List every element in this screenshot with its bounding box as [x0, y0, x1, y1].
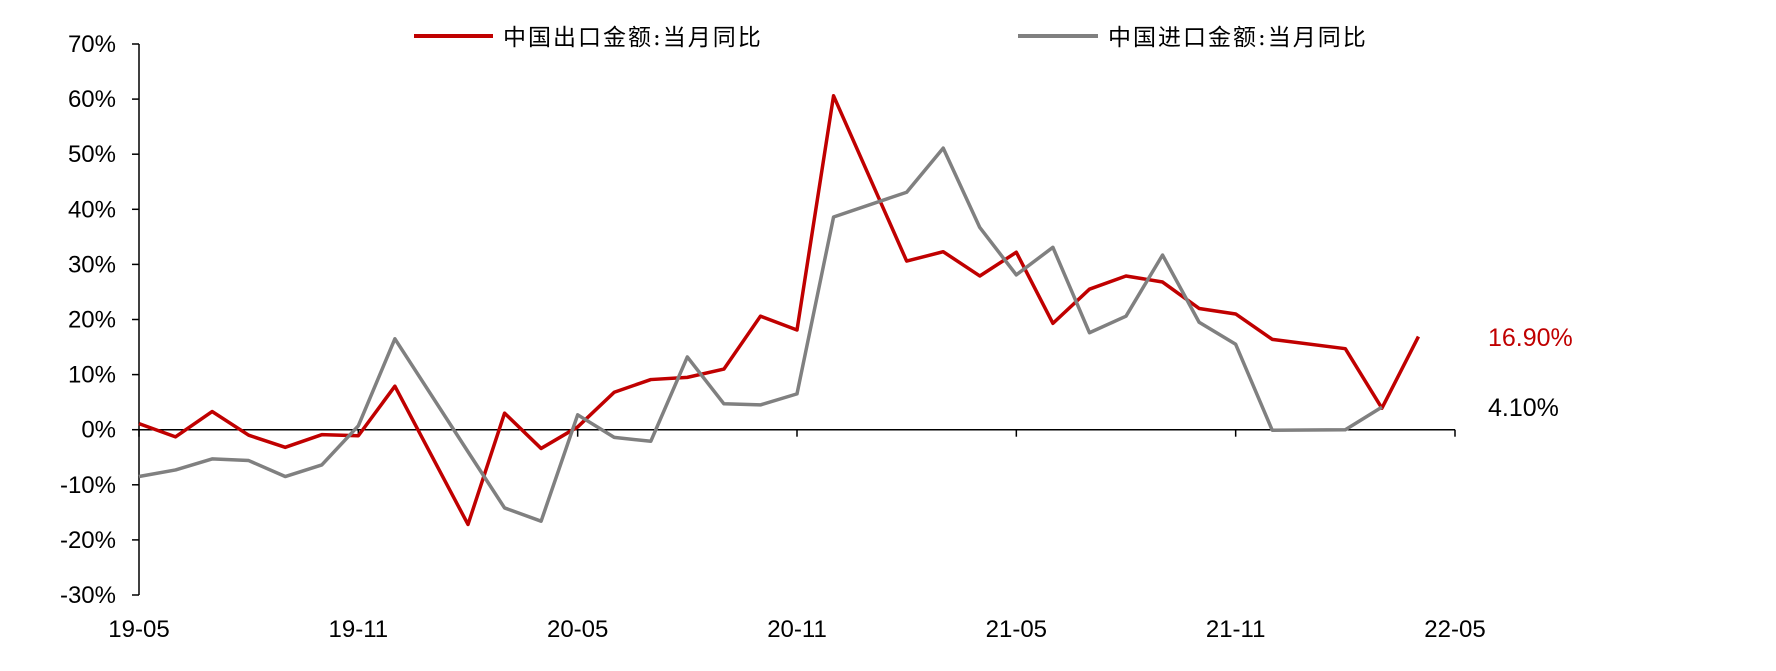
x-axis: 19-05 19-11 20-05 20-11 21-05 21-11 22-05 [108, 428, 1486, 643]
y-tick-label: 20% [68, 307, 116, 334]
x-tick-label: 20-11 [767, 616, 827, 643]
y-tick-label: 30% [68, 251, 116, 278]
series-line-export [138, 94, 1420, 527]
series-layer [138, 94, 1420, 527]
x-tick-label: 21-05 [986, 616, 1047, 643]
legend-label-export: 中国出口金额:当月同比 [503, 25, 763, 51]
end-label-import: 4.10% [1488, 394, 1559, 422]
y-tick-label: 0% [81, 417, 116, 444]
y-tick-label: 60% [68, 86, 116, 113]
y-tick-label: -30% [60, 582, 116, 609]
y-tick-label: -20% [60, 527, 116, 554]
y-tick-label: 70% [68, 31, 116, 58]
y-tick-label: -10% [60, 472, 116, 499]
legend: 中国出口金额:当月同比 中国进口金额:当月同比 [414, 25, 1368, 51]
y-tick-label: 50% [68, 141, 116, 168]
x-tick-label: 19-11 [329, 616, 389, 643]
x-tick-label: 19-05 [108, 616, 169, 643]
x-tick-label: 21-11 [1206, 616, 1266, 643]
x-tick-label: 22-05 [1424, 616, 1485, 643]
y-tick-label: 40% [68, 196, 116, 223]
y-tick-label: 10% [68, 362, 116, 389]
end-labels: 16.90% 4.10% [1488, 324, 1573, 422]
series-line-import [138, 146, 1383, 523]
end-label-export: 16.90% [1488, 324, 1573, 352]
legend-label-import: 中国进口金额:当月同比 [1108, 25, 1368, 51]
y-axis: 70% 60% 50% 40% 30% 20% 10% 0% -10% -20% -30% [60, 31, 140, 609]
x-tick-label: 20-05 [547, 616, 608, 643]
